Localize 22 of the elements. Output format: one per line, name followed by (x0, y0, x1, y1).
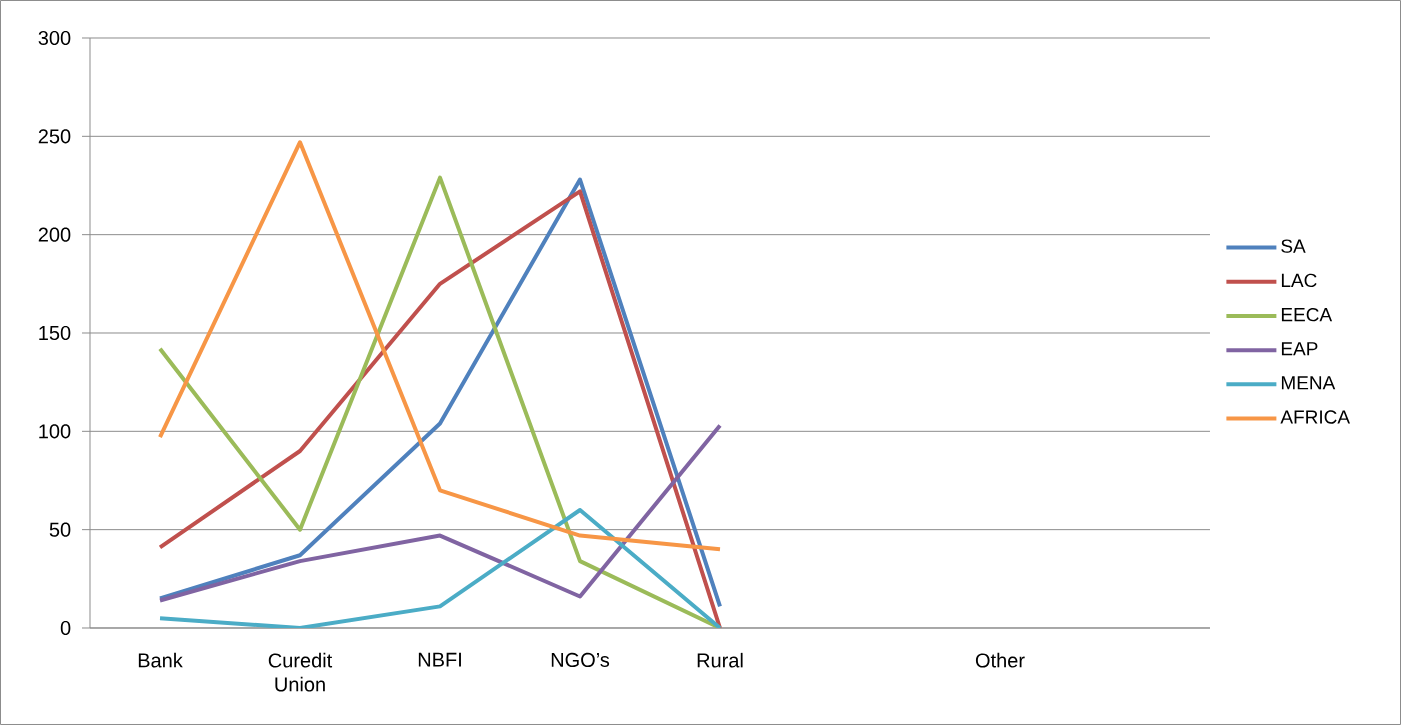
y-tick-label: 100 (39, 424, 71, 439)
legend-label: EAP (1281, 342, 1318, 356)
x-tick-label: Bank (138, 652, 183, 668)
legend-label: AFRICA (1280, 410, 1351, 424)
y-tick-label: 150 (39, 325, 71, 341)
legend-label: EECA (1281, 307, 1333, 322)
line-series (158, 507, 722, 628)
y-tick-label: 250 (38, 129, 71, 144)
x-tick-label: Other (975, 652, 1025, 668)
y-tick-label: 50 (49, 522, 71, 537)
x-tick-label: Rural (697, 652, 743, 668)
y-tick-label: 300 (38, 30, 71, 46)
x-tick-label: NBFI (418, 652, 461, 667)
legend-label: SA (1281, 239, 1306, 253)
x-tick-label: Curedit Union (268, 652, 333, 692)
legend-label: LAC (1281, 273, 1317, 288)
legend-label: MENA (1281, 376, 1336, 390)
y-tick-label: 200 (38, 227, 71, 242)
y-tick-label: 0 (60, 620, 71, 636)
line-series (158, 140, 722, 552)
x-tick-label: NGO’s (551, 652, 610, 668)
line-series (158, 423, 722, 603)
